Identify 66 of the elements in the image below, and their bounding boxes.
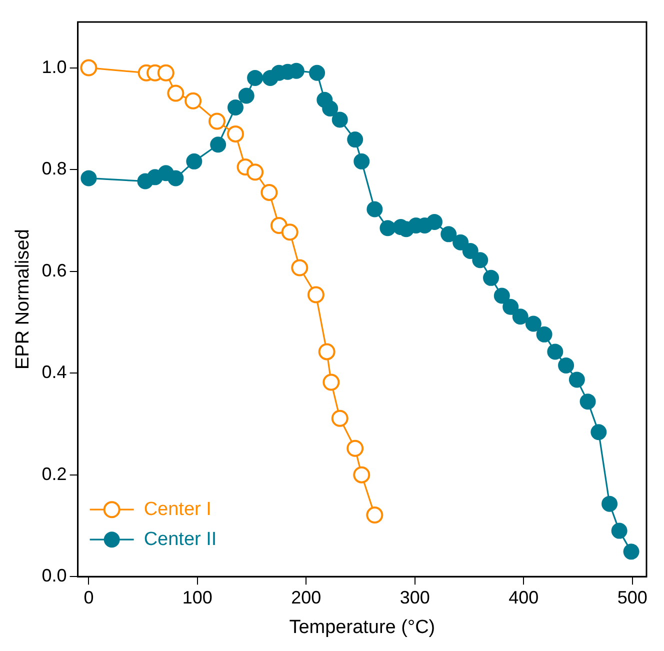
x-tick-label: 100 — [182, 587, 212, 608]
point — [558, 357, 574, 374]
x-tick-label: 0 — [84, 587, 94, 608]
point — [322, 374, 340, 391]
y-axis-title: EPR Normalised — [12, 229, 34, 370]
point — [590, 424, 607, 440]
point — [462, 242, 478, 259]
point — [281, 224, 298, 241]
point — [426, 214, 442, 230]
point — [611, 522, 628, 539]
point — [494, 288, 510, 304]
point — [247, 70, 264, 86]
point — [226, 125, 244, 142]
point — [167, 84, 184, 102]
point — [472, 252, 488, 268]
point — [346, 440, 364, 457]
point — [536, 326, 552, 342]
point — [184, 92, 202, 110]
point — [186, 153, 202, 170]
point — [354, 153, 370, 170]
y-tick-label: 0.2 — [42, 464, 67, 484]
point — [347, 132, 364, 148]
y-tick-label: 0.4 — [42, 362, 67, 382]
point — [525, 316, 542, 332]
y-tick-label: 1.0 — [42, 56, 67, 77]
point — [309, 64, 326, 81]
point — [331, 410, 348, 427]
y-tick-label: 0.6 — [42, 260, 67, 280]
point — [502, 298, 519, 315]
point — [547, 344, 564, 360]
x-tick-label: 200 — [291, 587, 322, 608]
point — [80, 170, 97, 186]
point — [452, 234, 469, 250]
point — [168, 170, 184, 186]
point — [238, 88, 254, 104]
x-axis-title: Temperature (°C) — [289, 616, 436, 638]
point — [291, 259, 308, 276]
point — [602, 496, 618, 512]
point — [512, 308, 528, 325]
point — [80, 59, 98, 76]
point — [318, 343, 336, 360]
y-tick-label: 0.8 — [42, 158, 67, 179]
point — [227, 99, 244, 116]
legend-label: Center II — [144, 528, 217, 550]
y-tick-label: 0.0 — [42, 566, 67, 586]
point — [208, 112, 226, 130]
point — [322, 100, 338, 116]
point — [353, 466, 370, 484]
point — [246, 164, 264, 181]
point — [260, 184, 278, 201]
x-tick-label: 500 — [617, 587, 648, 608]
point — [307, 286, 324, 304]
point — [483, 270, 500, 286]
x-tick-label: 400 — [508, 587, 539, 608]
point — [568, 372, 585, 388]
point — [366, 506, 384, 524]
point — [210, 136, 226, 153]
x-tick-label: 300 — [400, 587, 430, 608]
point — [580, 394, 596, 410]
point — [623, 544, 640, 560]
point — [366, 201, 383, 218]
point — [157, 64, 174, 82]
point — [332, 112, 348, 128]
point — [440, 226, 457, 242]
point — [380, 220, 396, 236]
legend-label: Center I — [144, 498, 212, 520]
